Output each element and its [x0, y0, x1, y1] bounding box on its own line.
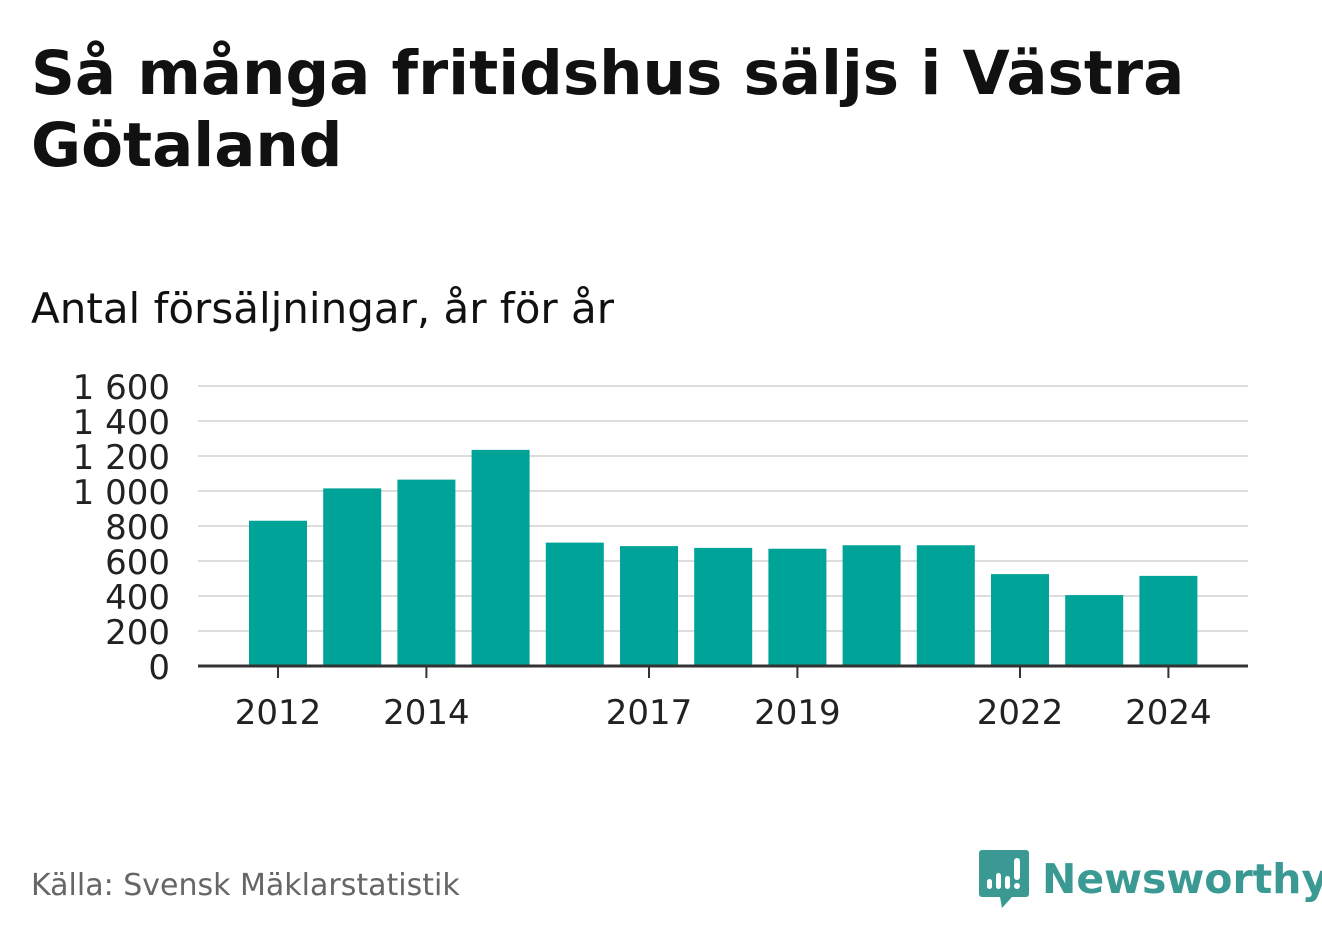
bar-2018: [694, 547, 753, 666]
chart-subtitle: Antal försäljningar, år för år: [31, 284, 615, 333]
y-tick-label: 400: [105, 578, 170, 618]
x-axis-tick-labels: 2012 2014 2017 2019 2022 2024: [235, 693, 1212, 733]
x-tick-label: 2019: [754, 693, 841, 733]
brand-name: Newsworthy: [1042, 855, 1322, 903]
x-tick-label: 2024: [1125, 693, 1212, 733]
bar-2019: [768, 548, 827, 666]
bar-2013: [323, 488, 382, 666]
bar-2021: [916, 545, 975, 666]
bar-series: [249, 449, 1198, 666]
bar-2015: [471, 449, 530, 666]
y-tick-label: 1 400: [73, 403, 170, 443]
x-axis: [198, 664, 1248, 678]
x-tick-label: 2017: [606, 693, 693, 733]
x-tick-label: 2012: [235, 693, 322, 733]
bar-2014: [397, 479, 456, 666]
source-note: Källa: Svensk Mäklarstatistik: [31, 868, 460, 903]
x-tick-label: 2014: [383, 693, 470, 733]
bar-2024: [1139, 575, 1198, 666]
bar-2016: [545, 542, 604, 666]
y-tick-label: 600: [105, 543, 170, 583]
newsworthy-logo-icon: [979, 850, 1029, 908]
bar-2012: [249, 520, 307, 666]
y-tick-label: 0: [148, 648, 170, 688]
y-tick-label: 1 600: [73, 368, 170, 408]
chart-title: Så många fritidshus säljs i Västra Götal…: [31, 38, 1185, 181]
y-tick-label: 1 200: [73, 438, 170, 478]
bar-2022: [991, 574, 1049, 666]
bar-2020: [842, 545, 901, 666]
bar-2023: [1065, 595, 1124, 666]
y-tick-label: 800: [105, 508, 170, 548]
x-tick-label: 2022: [977, 693, 1064, 733]
brand-logo: Newsworthy: [978, 848, 1322, 910]
bar-2017: [620, 546, 678, 666]
y-tick-label: 200: [105, 613, 170, 653]
y-tick-label: 1 000: [73, 473, 170, 513]
